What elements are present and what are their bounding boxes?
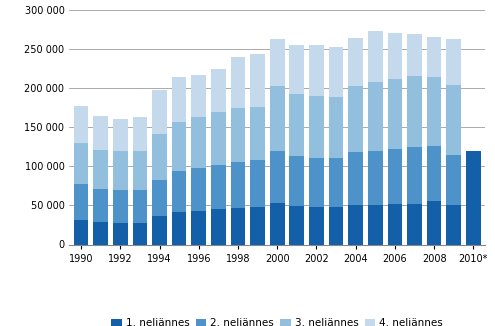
Bar: [329, 207, 344, 244]
Bar: [211, 112, 226, 165]
Bar: [348, 38, 363, 86]
Bar: [94, 150, 108, 189]
Bar: [290, 156, 304, 206]
Bar: [388, 149, 402, 204]
Bar: [388, 80, 402, 149]
Bar: [211, 69, 226, 112]
Bar: [113, 151, 128, 190]
Bar: [368, 82, 383, 151]
Bar: [133, 117, 148, 151]
Bar: [388, 33, 402, 80]
Bar: [407, 34, 422, 76]
Bar: [250, 207, 265, 244]
Bar: [250, 54, 265, 107]
Bar: [348, 205, 363, 244]
Bar: [152, 180, 167, 215]
Bar: [192, 211, 206, 244]
Bar: [113, 223, 128, 244]
Bar: [329, 96, 344, 158]
Bar: [446, 85, 461, 155]
Bar: [309, 158, 324, 207]
Bar: [407, 76, 422, 147]
Bar: [74, 143, 89, 184]
Bar: [348, 86, 363, 152]
Bar: [329, 47, 344, 96]
Bar: [329, 158, 344, 207]
Bar: [74, 106, 89, 143]
Bar: [309, 96, 324, 158]
Bar: [94, 116, 108, 150]
Bar: [172, 77, 187, 122]
Bar: [368, 151, 383, 205]
Bar: [309, 207, 324, 244]
Bar: [211, 209, 226, 244]
Bar: [172, 171, 187, 212]
Bar: [368, 205, 383, 244]
Bar: [152, 134, 167, 180]
Bar: [290, 94, 304, 156]
Bar: [172, 212, 187, 244]
Bar: [133, 190, 148, 223]
Bar: [113, 190, 128, 223]
Bar: [192, 168, 206, 211]
Bar: [309, 45, 324, 96]
Bar: [94, 222, 108, 244]
Bar: [133, 223, 148, 244]
Bar: [388, 204, 402, 244]
Bar: [407, 147, 422, 204]
Bar: [152, 215, 167, 244]
Bar: [446, 39, 461, 85]
Legend: 1. neljännes, 2. neljännes, 3. neljännes, 4. neljännes: 1. neljännes, 2. neljännes, 3. neljännes…: [111, 319, 443, 326]
Bar: [211, 165, 226, 209]
Bar: [466, 151, 481, 244]
Bar: [270, 39, 285, 86]
Bar: [113, 119, 128, 151]
Bar: [290, 45, 304, 94]
Bar: [270, 86, 285, 151]
Bar: [231, 108, 246, 162]
Bar: [368, 31, 383, 82]
Bar: [152, 90, 167, 134]
Bar: [250, 160, 265, 207]
Bar: [231, 162, 246, 208]
Bar: [270, 151, 285, 203]
Bar: [74, 220, 89, 244]
Bar: [427, 201, 442, 244]
Bar: [133, 151, 148, 190]
Bar: [348, 152, 363, 205]
Bar: [427, 37, 442, 77]
Bar: [427, 146, 442, 201]
Bar: [446, 155, 461, 205]
Bar: [270, 203, 285, 244]
Bar: [231, 208, 246, 244]
Bar: [74, 184, 89, 220]
Bar: [407, 204, 422, 244]
Bar: [172, 122, 187, 171]
Bar: [231, 57, 246, 108]
Bar: [427, 77, 442, 146]
Bar: [250, 107, 265, 160]
Bar: [192, 75, 206, 117]
Bar: [192, 117, 206, 168]
Bar: [290, 206, 304, 244]
Bar: [94, 189, 108, 222]
Bar: [446, 205, 461, 244]
